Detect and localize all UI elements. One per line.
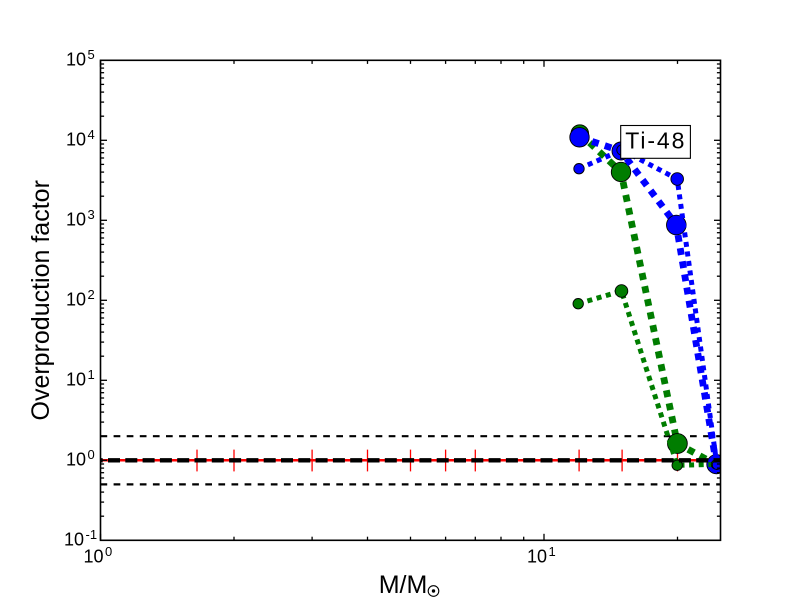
svg-text:1: 1 [549, 544, 556, 559]
svg-text:10: 10 [527, 547, 547, 567]
svg-text:10: 10 [66, 289, 86, 309]
svg-text:1: 1 [88, 367, 95, 382]
svg-text:10: 10 [64, 529, 84, 549]
svg-text:Overproduction factor: Overproduction factor [27, 180, 55, 420]
svg-text:10: 10 [66, 49, 86, 69]
svg-text:4: 4 [88, 127, 95, 142]
svg-text:10: 10 [66, 129, 86, 149]
svg-text:Ti-48: Ti-48 [625, 128, 686, 154]
svg-text:-1: -1 [86, 527, 98, 542]
svg-text:10: 10 [83, 547, 103, 567]
svg-text:0: 0 [105, 544, 112, 559]
svg-text:10: 10 [66, 369, 86, 389]
svg-text:2: 2 [88, 287, 95, 302]
svg-text:M/M: M/M [379, 571, 428, 599]
svg-text:5: 5 [88, 47, 95, 62]
svg-text:3: 3 [88, 207, 95, 222]
svg-text:10: 10 [66, 449, 86, 469]
svg-text:0: 0 [88, 447, 95, 462]
svg-text:10: 10 [66, 209, 86, 229]
